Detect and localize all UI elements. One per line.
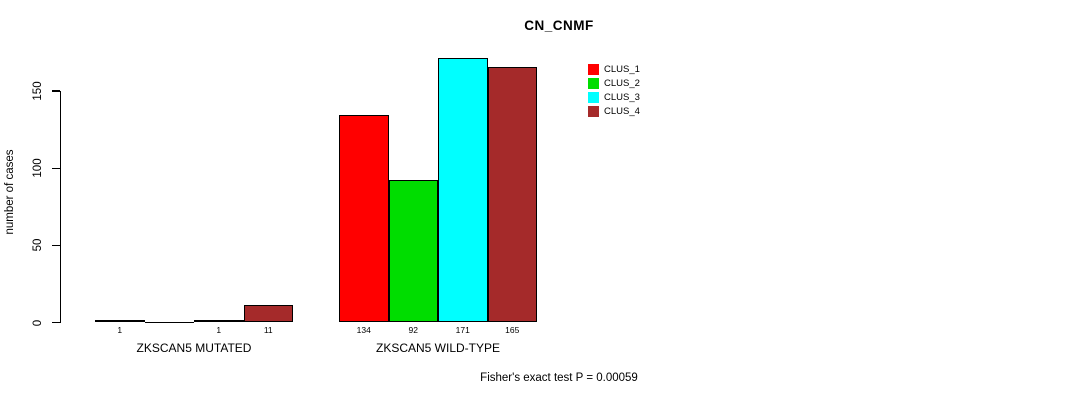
bar-value-label: 165 (505, 325, 520, 335)
y-tick-label: 100 (32, 158, 44, 178)
bar-clus_1-group1 (95, 319, 145, 323)
chart-title: CN_CNMF (524, 18, 594, 33)
bar-value-label: 1 (117, 325, 123, 335)
bar-value-label: 171 (455, 325, 470, 335)
legend-label: CLUS_2 (604, 77, 640, 89)
y-tick-label: 50 (32, 238, 44, 252)
group-label: ZKSCAN5 WILD-TYPE (375, 341, 501, 355)
bar-clus_4-group2 (487, 66, 537, 323)
bar-value-label: 11 (263, 325, 273, 335)
bar-value-label: 1 (216, 325, 222, 335)
legend-swatch (588, 63, 599, 75)
legend-item-clus_4: CLUS_4 (588, 104, 640, 118)
legend-item-clus_3: CLUS_3 (588, 90, 640, 104)
legend-swatch (588, 105, 599, 117)
y-axis-label: number of cases (4, 149, 16, 235)
y-tick-mark (52, 90, 60, 92)
bar-clus_3-group1 (194, 319, 244, 323)
legend-swatch (588, 91, 599, 103)
bar-clus_4-group1 (243, 304, 293, 323)
bar-value-label: 92 (408, 325, 418, 335)
bar-clus_1-group2 (339, 114, 389, 323)
legend-label: CLUS_3 (604, 91, 640, 103)
legend-label: CLUS_4 (604, 105, 640, 117)
y-tick-label: 0 (32, 319, 44, 326)
legend-item-clus_1: CLUS_1 (588, 62, 640, 76)
group-label: ZKSCAN5 MUTATED (136, 341, 252, 355)
bar-clus_2-group1 (144, 321, 194, 323)
legend-label: CLUS_1 (604, 63, 640, 75)
legend: CLUS_1 CLUS_2 CLUS_3 CLUS_4 (588, 62, 640, 118)
y-tick-label: 150 (32, 81, 44, 101)
y-tick-mark (52, 321, 60, 324)
y-tick-mark (52, 244, 60, 247)
legend-item-clus_2: CLUS_2 (588, 76, 640, 90)
bar-clus_3-group2 (438, 57, 488, 323)
bar-clus_2-group2 (388, 179, 438, 323)
y-axis-line (59, 91, 61, 323)
bar-value-label: 134 (356, 325, 371, 335)
footnote-pvalue: Fisher's exact test P = 0.00059 (480, 372, 638, 384)
legend-swatch (588, 77, 599, 89)
y-tick-mark (52, 167, 60, 169)
